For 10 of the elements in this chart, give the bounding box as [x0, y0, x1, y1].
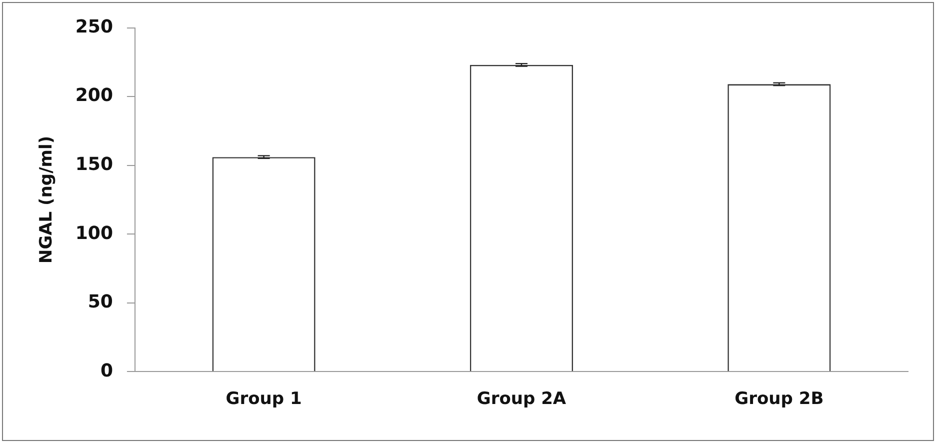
x-tick-label: Group 2A	[476, 389, 567, 410]
y-axis-title: NGAL (ng/ml)	[36, 136, 57, 264]
x-tick-label: Group 2B	[734, 389, 824, 410]
y-tick-label: 200	[75, 85, 113, 106]
y-tick-label: 150	[75, 154, 113, 175]
y-tick-label: 50	[88, 292, 113, 313]
y-tick-label: 250	[75, 16, 113, 38]
x-tick-label: Group 1	[226, 389, 302, 410]
y-tick-label: 0	[100, 360, 113, 382]
y-tick-label: 100	[75, 222, 113, 244]
